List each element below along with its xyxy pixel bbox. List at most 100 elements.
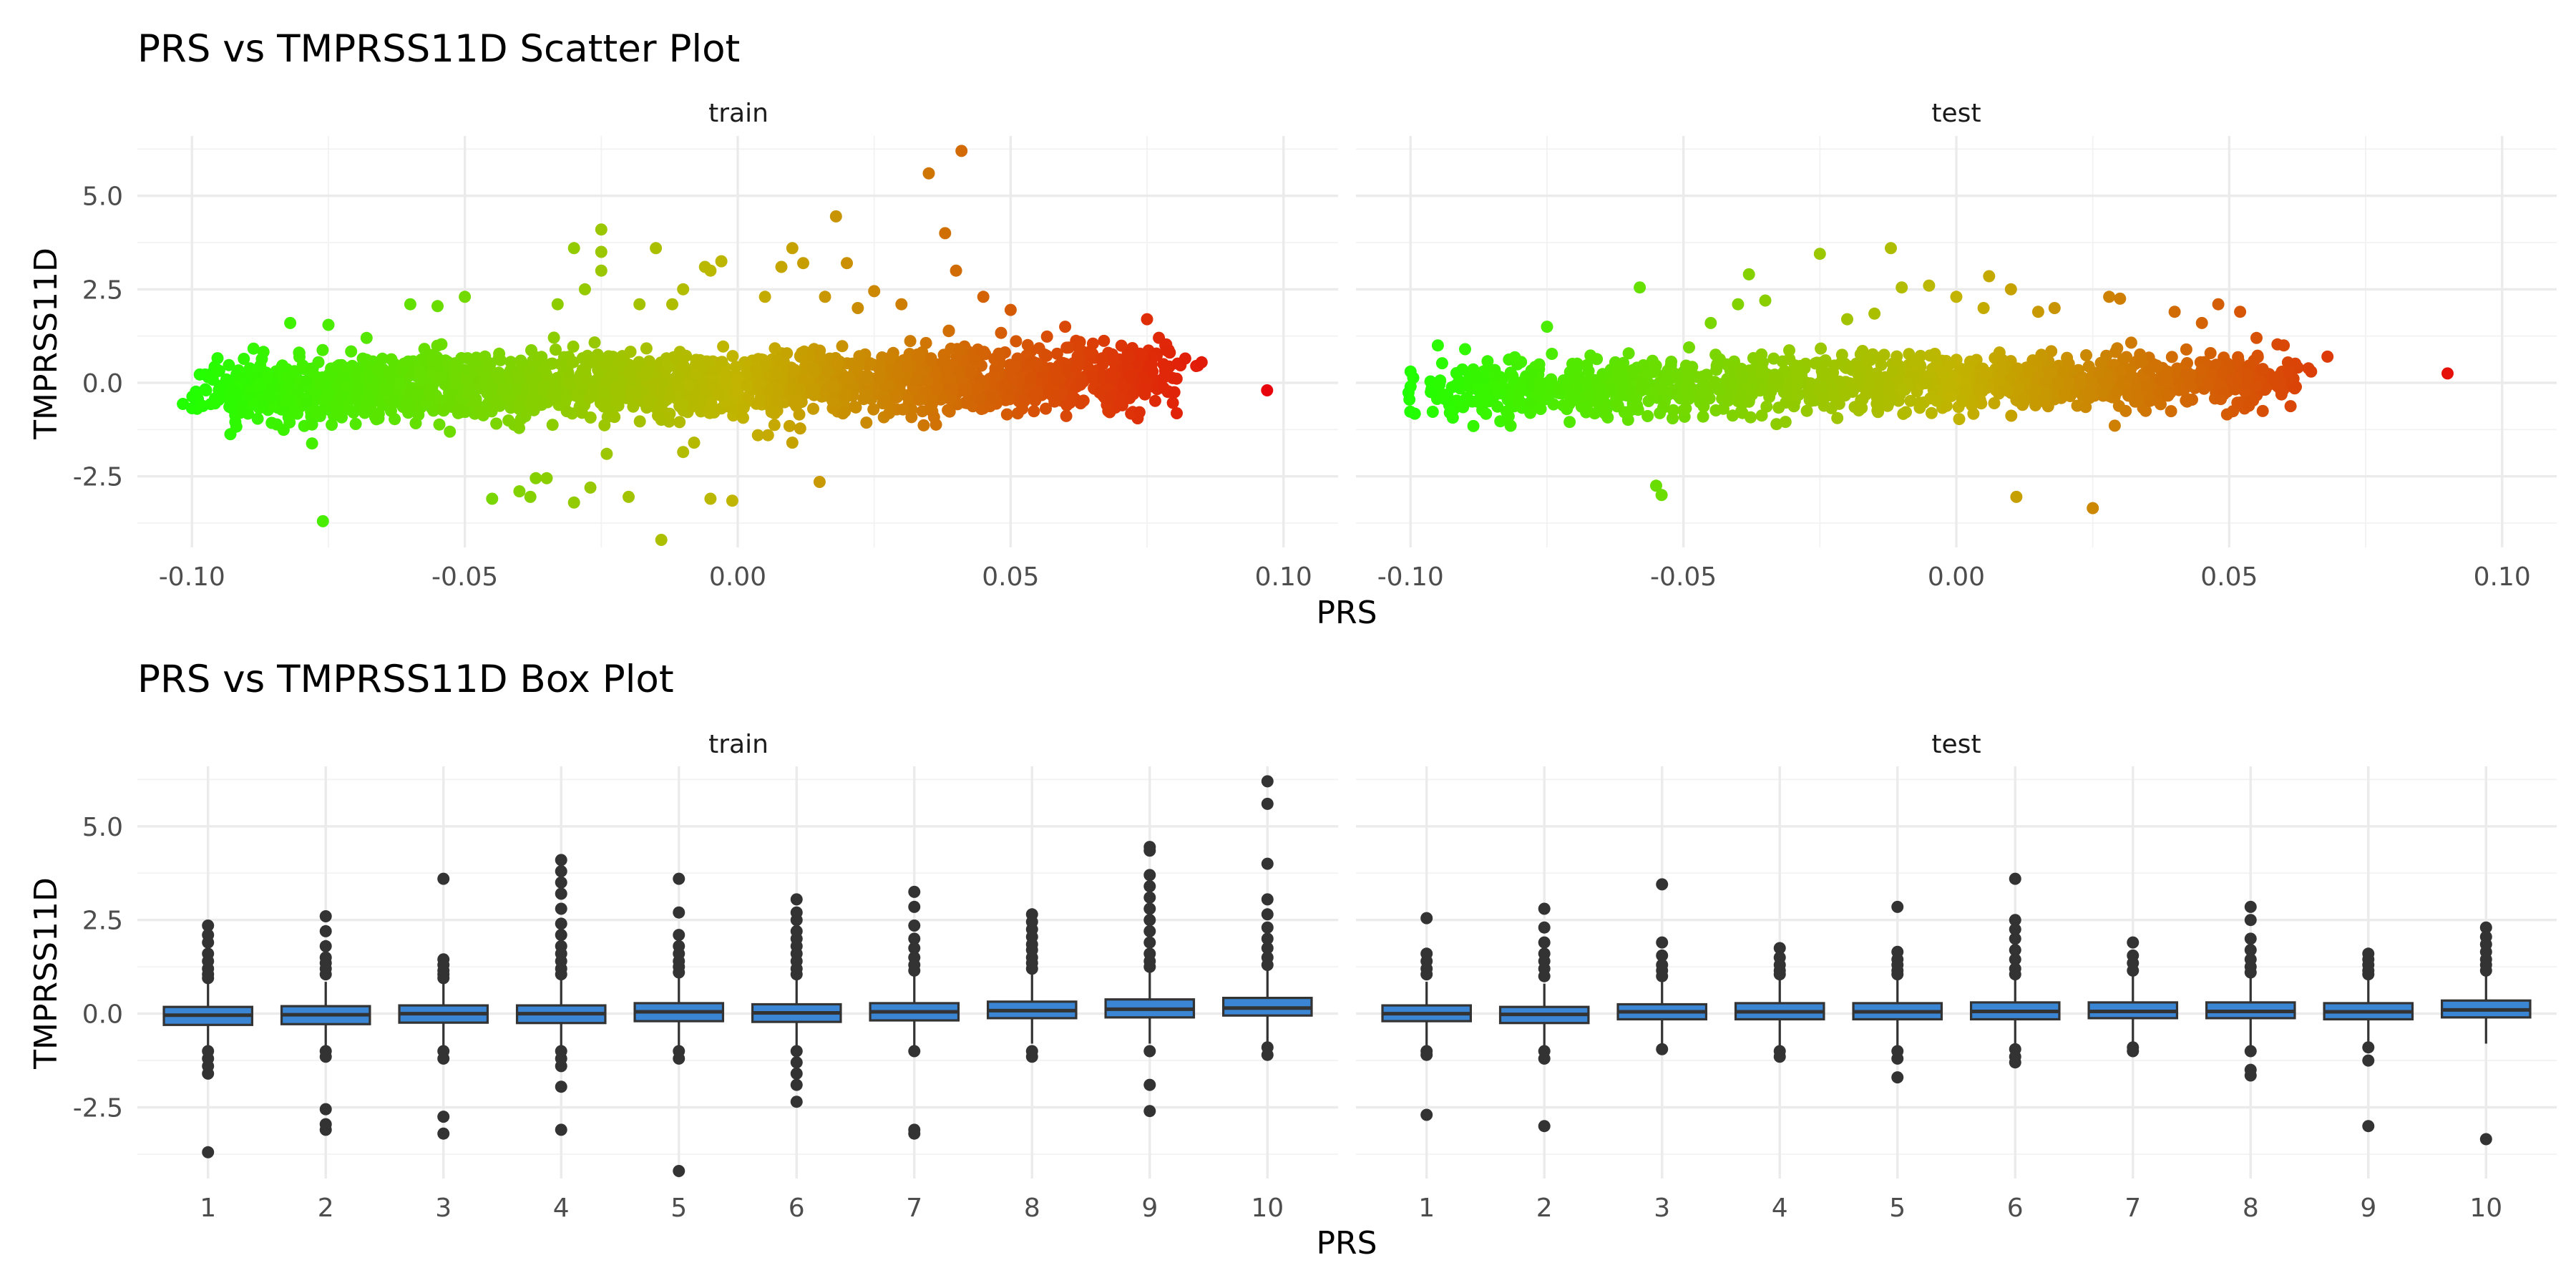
scatter-point [1086,337,1099,350]
scatter-point [2160,374,2172,387]
scatter-point [1919,377,1932,389]
scatter-point [208,397,221,410]
box-outlier [437,972,450,985]
scatter-point [213,364,225,377]
scatter-point [992,347,1005,360]
scatter-point [247,398,260,411]
scatter-point [950,264,962,277]
box-outlier [1773,1050,1786,1063]
box-outlier [790,1045,803,1058]
scatter-point [989,370,1002,383]
box-outlier [202,919,215,932]
scatter-point [1467,419,1480,432]
scatter-point [961,396,973,409]
box-outlier [790,1067,803,1080]
scatter-point [822,365,834,378]
scatter-point [768,419,781,431]
box-outlier [1420,1048,1433,1061]
scatter-point [1616,379,1629,391]
box-outlier [908,900,921,913]
box-category-6 [751,893,842,1108]
scatter-point [431,300,444,313]
scatter-point [1096,358,1109,371]
scatter-point [1759,294,1772,307]
scatter-point [640,342,653,355]
scatter-point [794,383,806,396]
scatter-point [1016,402,1028,415]
scatter-point [1983,270,1996,283]
scatter-point [1563,416,1576,429]
scatter-point [1634,281,1646,294]
scatter-point [708,364,721,377]
scatter-point [939,227,952,240]
scatter-point [238,353,250,365]
scatter-point [193,368,206,381]
scatter-point [753,395,766,408]
scatter-point [813,476,826,488]
scatter-point [691,367,703,380]
scatter-point [461,374,474,386]
scatter-point [1038,348,1051,361]
box-outlier [1656,970,1669,982]
scatter-point [1831,411,1844,424]
scatter-point [643,396,656,409]
scatter-point [444,396,457,409]
scatter-point [676,399,689,411]
scatter-point [424,385,437,398]
scatter-point [954,344,967,357]
box-outlier [555,1123,567,1136]
x-tick-label: 1 [200,1194,216,1223]
scatter-point [1553,387,1566,399]
scatter-point [229,416,242,429]
box-outlier [319,1123,332,1136]
box-outlier [2009,932,2021,945]
box-category-3 [398,872,489,1140]
box-title: PRS vs TMPRSS11D Box Plot [137,658,674,701]
scatter-point [849,401,862,414]
scatter-point [481,386,494,399]
scatter-point [1737,369,1750,382]
x-tick-label: 0.05 [982,562,1039,592]
scatter-point [437,404,450,417]
scatter-point [547,331,560,344]
scatter-point [1956,393,1968,406]
scatter-point [1953,413,1966,426]
scatter-point [952,365,965,378]
scatter-point [2260,382,2272,395]
box-category-7 [869,885,960,1140]
scatter-point [265,390,277,402]
scatter-point [1732,298,1745,311]
scatter-point [673,379,686,392]
scatter-point [897,403,909,416]
scatter-point [2013,381,2026,394]
box-category-2 [1498,902,1590,1133]
scatter-point [308,387,321,400]
scatter-point [2092,367,2105,380]
scatter-points-train [177,145,1274,546]
x-tick-label: 2 [1536,1194,1553,1223]
scatter-point [1434,374,1447,387]
scatter-point [789,364,801,376]
box-boxes-test [1381,872,2532,1146]
scatter-point [737,401,750,414]
x-tick-label: 10 [2469,1194,2502,1223]
scatter-point [1792,389,1805,401]
scatter-point [1060,409,1073,422]
scatter-point [575,406,588,419]
box-outlier [1891,1052,1904,1065]
scatter-x-axis-label: PRS [1316,595,1377,631]
scatter-point [741,379,753,392]
x-tick-label: -0.10 [159,562,225,592]
scatter-point [905,403,918,416]
scatter-point [1838,386,1851,398]
scatter-point [1660,373,1673,386]
scatter-point [1841,313,1853,326]
scatter-point [859,371,872,383]
box-outlier [673,966,686,979]
scatter-point [2210,358,2223,371]
scatter-point [1756,363,1769,376]
box-outlier [1143,936,1156,949]
box-outlier [2244,966,2257,979]
scatter-point [567,496,580,509]
scatter-point [1508,351,1521,364]
